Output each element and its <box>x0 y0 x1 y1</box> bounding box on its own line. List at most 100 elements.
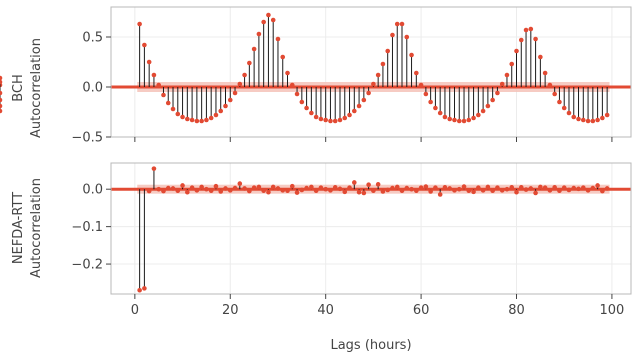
bottom-point-lag-44 <box>342 189 348 195</box>
top-point-lag-21 <box>232 90 238 96</box>
bottom-point-lag-67 <box>452 188 457 193</box>
top-point-lag-77 <box>499 81 505 87</box>
top-point-lag-49 <box>366 90 371 96</box>
top-point-lag-90 <box>561 105 567 111</box>
bottom-point-lag-61 <box>423 184 429 189</box>
bottom-point-lag-89 <box>557 188 562 193</box>
bottom-point-lag-50 <box>371 188 376 193</box>
top-y-ticks: −0.5 0.0 0.5 <box>71 31 111 146</box>
top-point-lag-22 <box>237 81 243 87</box>
bottom-point-lag-23 <box>242 186 247 191</box>
bottom-point-lag-17 <box>213 183 219 189</box>
top-point-lag-24 <box>247 60 252 66</box>
bottom-point-lag-49 <box>366 182 371 188</box>
bottom-y-ticks: −0.2 −0.1 0.0 <box>71 183 111 273</box>
bottom-point-lag-8 <box>170 186 176 191</box>
bottom-plot-frame <box>110 162 632 295</box>
top-point-lag-70 <box>466 117 472 123</box>
top-point-lag-98 <box>600 115 605 121</box>
top-point-lag-30 <box>275 36 281 42</box>
top-stems <box>0 12 610 124</box>
bottom-point-lag-73 <box>480 188 486 193</box>
bottom-point-lag-86 <box>542 185 548 191</box>
top-point-lag-87 <box>547 82 553 88</box>
top-point-lag-2 <box>142 42 147 48</box>
top-point-lag-50 <box>371 81 376 87</box>
top-point-lag-69 <box>461 118 467 124</box>
top-point-lag-40 <box>323 117 328 123</box>
top-point-lag-71 <box>471 115 476 121</box>
bottom-point-lag-39 <box>318 185 324 191</box>
top-point-lag-56 <box>399 21 405 27</box>
top-point-lag-28 <box>266 12 271 18</box>
top-point-lag-65 <box>442 114 448 120</box>
top-plot-frame <box>110 6 632 138</box>
top-point-lag-16 <box>208 115 214 121</box>
top-point-lag-43 <box>337 117 343 123</box>
top-point-lag-29 <box>270 17 276 23</box>
bottom-xtick-label: 80 <box>508 303 525 318</box>
bottom-point-lag-99 <box>604 186 610 191</box>
bottom-point-lag-95 <box>585 188 591 193</box>
top-point-lag-73 <box>480 108 486 114</box>
bottom-point-lag-83 <box>528 186 534 191</box>
top-point-lag-86 <box>542 70 548 76</box>
bottom-point-lag-97 <box>595 183 600 188</box>
bottom-point-lag-70 <box>466 188 472 193</box>
bottom-point-lag-31 <box>280 188 286 193</box>
top-point-lag-51 <box>375 72 381 78</box>
bottom-point-lag-81 <box>518 185 524 190</box>
bottom-point-lag-78 <box>504 186 510 192</box>
top-point-lag-38 <box>313 114 319 120</box>
bottom-point-lag-63 <box>433 185 438 191</box>
bottom-ylabel-line2: Autocorrelation <box>29 178 44 278</box>
top-point-lag-1 <box>137 21 142 27</box>
bottom-point-lag-85 <box>538 184 543 190</box>
top-point-lag-83 <box>528 26 534 32</box>
bottom-point-lag-36 <box>304 185 309 191</box>
bottom-point-lag-88 <box>552 185 557 190</box>
top-ytick-label: −0.5 <box>71 131 103 146</box>
top-panel: −0.5 0.0 0.5 BCH Autocorrelation <box>0 6 632 146</box>
bottom-point-lag-68 <box>456 186 462 192</box>
bottom-point-lag-46 <box>352 180 357 185</box>
top-point-lag-55 <box>394 21 400 27</box>
top-point-lag-67 <box>452 117 457 123</box>
bottom-point-lag-25 <box>251 185 257 191</box>
top-point-lag-46 <box>352 108 357 114</box>
top-point-lag-9 <box>175 111 181 117</box>
bottom-point-lag-87 <box>547 188 553 193</box>
bottom-point-lag-32 <box>285 188 290 193</box>
top-point-lag-undefined <box>0 103 3 109</box>
top-point-lag-60 <box>418 82 424 88</box>
bottom-point-lag-58 <box>409 186 414 192</box>
bottom-point-lag-19 <box>223 186 228 191</box>
bottom-stems <box>137 166 610 293</box>
top-ylabel-line1: BCH <box>11 74 26 102</box>
top-point-lag-36 <box>304 105 309 111</box>
bottom-point-lag-3 <box>146 188 152 194</box>
bottom-point-lag-13 <box>194 188 200 193</box>
top-point-lag-23 <box>242 72 247 78</box>
top-point-lag-20 <box>227 97 233 103</box>
bottom-ylabel-line1: NEFDA-RTT <box>11 192 26 264</box>
bottom-point-lag-2 <box>142 286 147 291</box>
top-point-lag-61 <box>423 91 429 97</box>
top-x-ticks <box>134 137 613 142</box>
top-point-lag-54 <box>390 32 395 38</box>
top-point-lag-85 <box>538 54 543 60</box>
top-point-lag-97 <box>595 117 600 123</box>
bottom-point-lag-66 <box>447 186 453 191</box>
bottom-point-lag-62 <box>428 189 433 194</box>
bottom-point-lag-64 <box>437 192 443 197</box>
bottom-point-lag-29 <box>270 184 276 190</box>
bottom-point-lag-76 <box>495 185 500 191</box>
bottom-point-lag-74 <box>485 184 491 190</box>
top-point-lag-96 <box>590 118 596 124</box>
bottom-point-lag-56 <box>399 188 405 193</box>
top-point-lag-99 <box>604 112 610 118</box>
top-point-lag-14 <box>199 118 204 124</box>
bottom-point-lag-22 <box>237 181 243 186</box>
bottom-point-lag-47 <box>356 189 362 195</box>
